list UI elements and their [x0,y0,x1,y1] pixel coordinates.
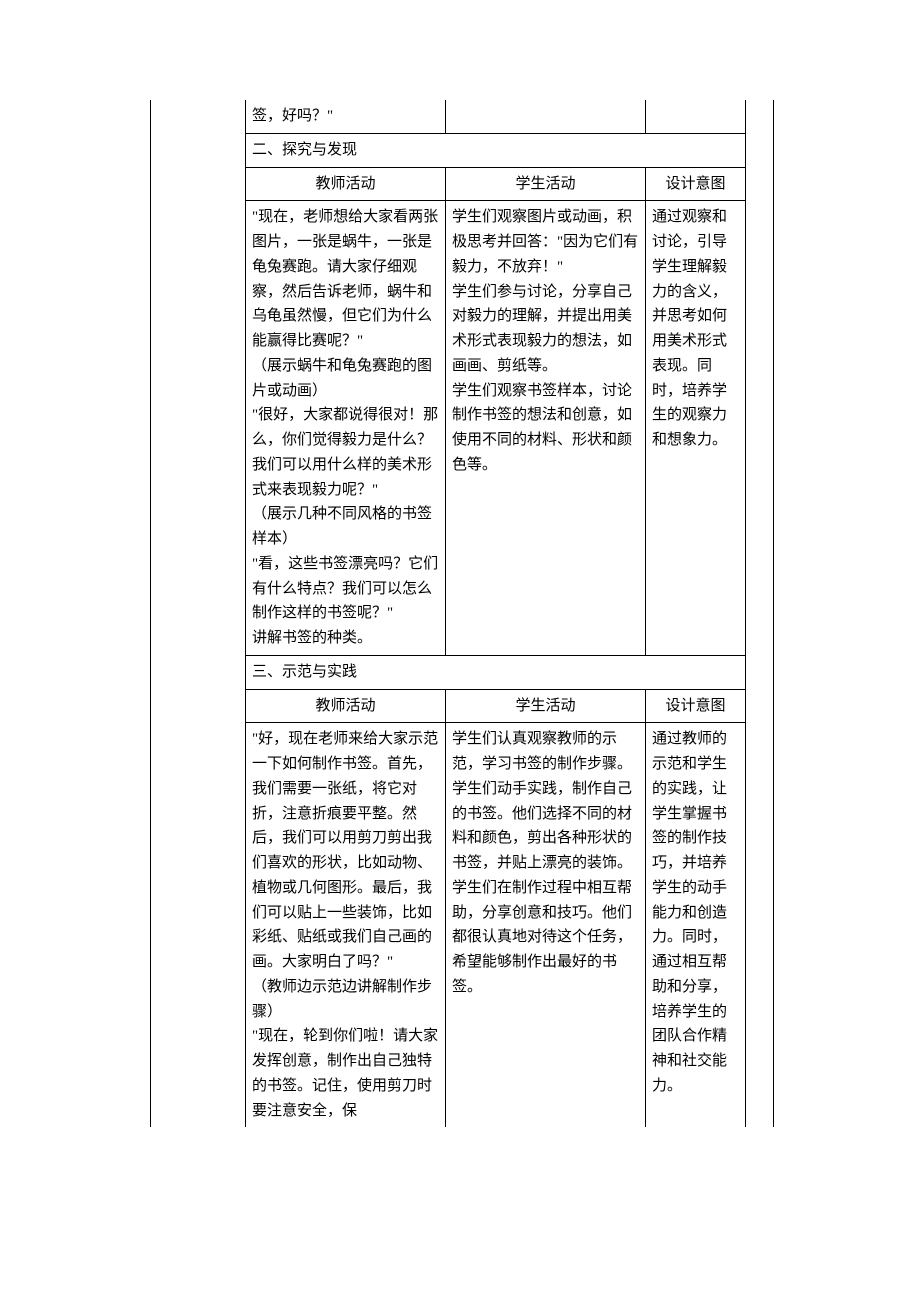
lesson-plan-table: 签，好吗？" 二、探究与发现 教师活动 学生活动 设计意图 "现在，老师想给大家… [150,100,774,1127]
section-title: 二、探究与发现 [246,133,746,167]
col-header-teacher: 教师活动 [246,689,446,723]
col-header-teacher: 教师活动 [246,167,446,201]
teacher-activity-cell: "好，现在老师来给大家示范一下如何制作书签。首先，我们需要一张纸，将它对折，注意… [246,723,446,1128]
teacher-activity-cell: "现在，老师想给大家看两张图片，一张是蜗牛，一张是龟兔赛跑。请大家仔细观察，然后… [246,201,446,656]
right-gutter-cell [746,100,774,1127]
col-header-student: 学生活动 [446,689,646,723]
student-activity-cell: 学生们观察图片或动画，积极思考并回答："因为它们有毅力，不放弃！"学生们参与讨论… [446,201,646,656]
student-activity-cell: 学生们认真观察教师的示范，学习书签的制作步骤。学生们动手实践，制作自己的书签。他… [446,723,646,1128]
design-intent-cell: 通过观察和讨论，引导学生理解毅力的含义，并思考如何用美术形式表现。同时，培养学生… [646,201,746,656]
design-intent-cell: 通过教师的示范和学生的实践，让学生掌握书签的制作技巧，并培养学生的动手能力和创造… [646,723,746,1128]
empty-cell [646,100,746,133]
section-title: 三、示范与实践 [246,655,746,689]
empty-cell [446,100,646,133]
col-header-intent: 设计意图 [646,689,746,723]
table-row: 签，好吗？" [151,100,774,133]
left-gutter-cell [151,100,246,1127]
col-header-student: 学生活动 [446,167,646,201]
document-page: 签，好吗？" 二、探究与发现 教师活动 学生活动 设计意图 "现在，老师想给大家… [0,0,920,1302]
prev-trailing-cell: 签，好吗？" [246,100,446,133]
col-header-intent: 设计意图 [646,167,746,201]
